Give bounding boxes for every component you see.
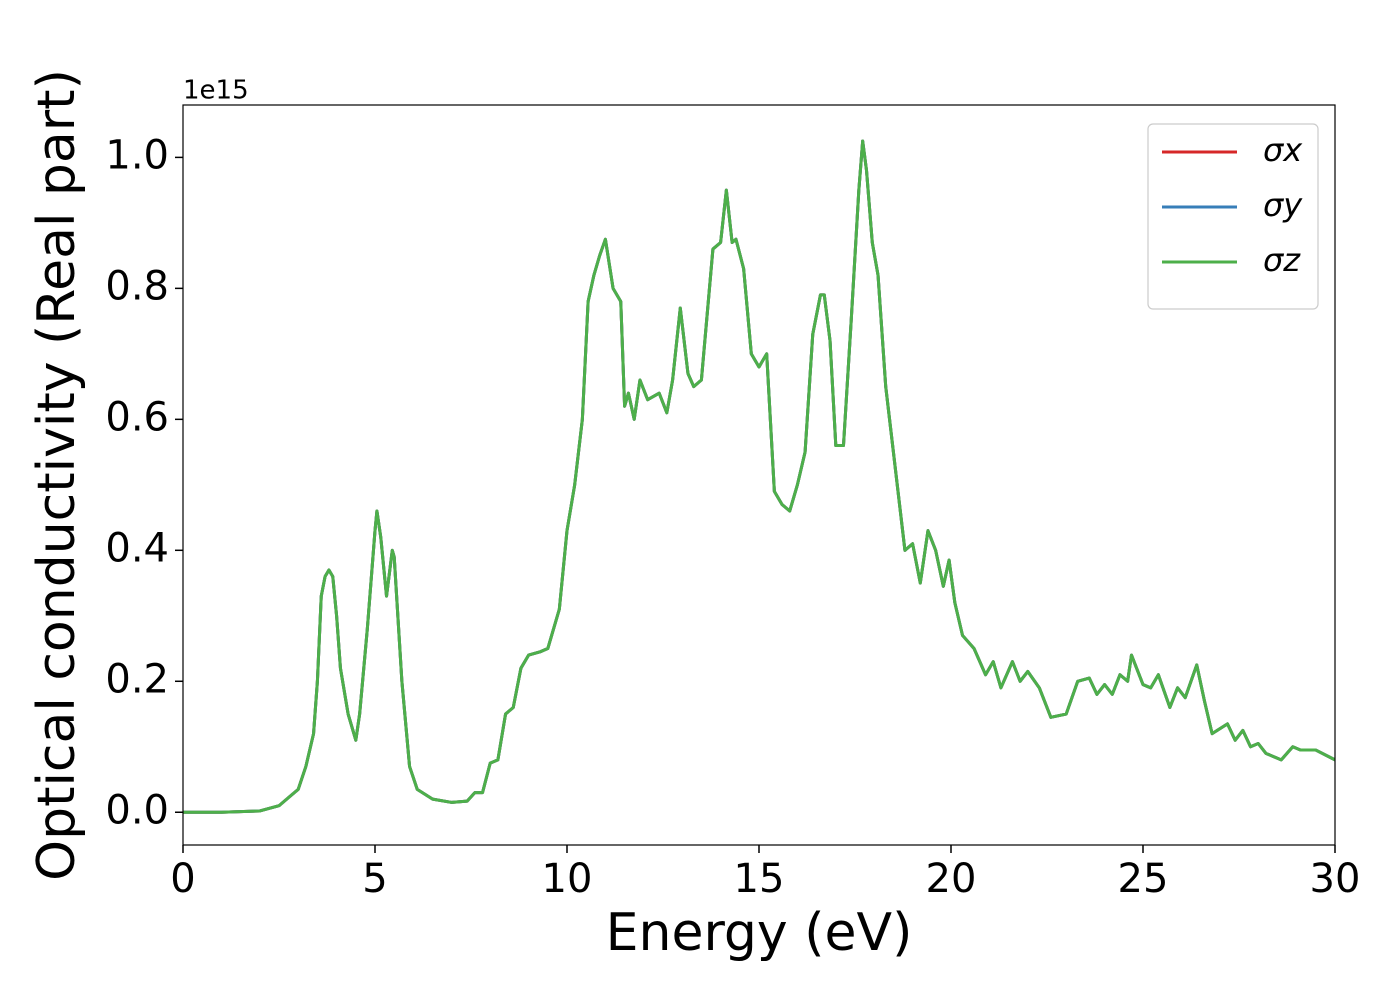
y-tick-label: 1.0: [105, 132, 169, 178]
x-tick-label: 30: [1310, 856, 1361, 902]
x-tick-label: 5: [362, 856, 387, 902]
offset-label: 1e15: [183, 76, 249, 106]
x-tick-label: 25: [1118, 856, 1169, 902]
plot-frame: [182, 104, 1336, 846]
legend-label: σx: [1263, 131, 1303, 169]
y-tick-label: 0.0: [105, 787, 169, 833]
x-axis-label: Energy (eV): [606, 903, 913, 963]
y-tick-label: 0.8: [105, 263, 169, 309]
y-tick-label: 0.4: [105, 525, 169, 571]
series-line: [183, 139, 1335, 814]
legend-label: σz: [1263, 241, 1301, 279]
x-tick-label: 15: [734, 856, 785, 902]
legend: σx σy σz: [1147, 123, 1319, 310]
legend-label: σy: [1263, 186, 1303, 224]
x-tick-label: 10: [542, 856, 593, 902]
x-tick-label: 0: [170, 856, 195, 902]
y-axis-label: Optical conductivity (Real part): [27, 69, 87, 881]
x-tick-label: 20: [926, 856, 977, 902]
y-tick-label: 0.2: [105, 656, 169, 702]
y-tick-label: 0.6: [105, 394, 169, 440]
